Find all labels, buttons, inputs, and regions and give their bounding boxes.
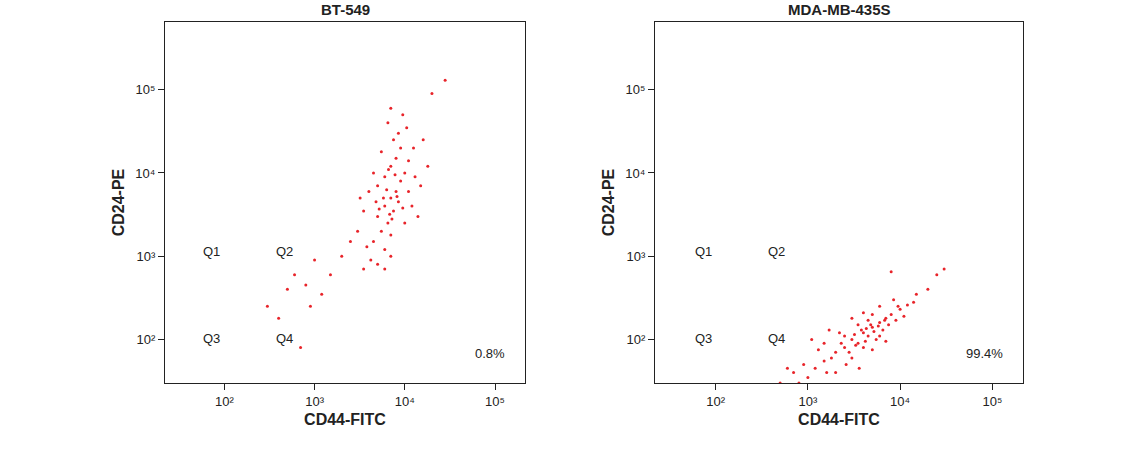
svg-text:0.8%: 0.8%: [475, 346, 505, 361]
svg-text:Q4: Q4: [768, 331, 785, 346]
svg-text:10²: 10²: [137, 332, 156, 347]
svg-text:10⁵: 10⁵: [136, 82, 156, 97]
svg-text:10⁴: 10⁴: [625, 165, 645, 180]
svg-text:99.4%: 99.4%: [966, 346, 1003, 361]
svg-text:Q3: Q3: [203, 331, 220, 346]
svg-text:CD24-PE: CD24-PE: [110, 168, 127, 236]
svg-text:10³: 10³: [137, 249, 156, 264]
svg-text:10⁴: 10⁴: [890, 394, 910, 409]
svg-text:10³: 10³: [798, 394, 817, 409]
svg-text:CD24-PE: CD24-PE: [600, 168, 617, 236]
svg-text:10⁵: 10⁵: [982, 394, 1002, 409]
svg-text:10³: 10³: [305, 394, 324, 409]
svg-text:10³: 10³: [627, 249, 646, 264]
svg-text:10⁵: 10⁵: [626, 82, 646, 97]
svg-text:Q2: Q2: [768, 244, 785, 259]
svg-text:Q3: Q3: [695, 331, 712, 346]
svg-text:10⁴: 10⁴: [135, 165, 155, 180]
svg-text:10²: 10²: [706, 394, 725, 409]
svg-text:Q1: Q1: [203, 244, 220, 259]
svg-text:MDA-MB-435S: MDA-MB-435S: [788, 1, 891, 18]
svg-text:CD44-FITC: CD44-FITC: [798, 411, 880, 428]
svg-text:Q1: Q1: [695, 244, 712, 259]
svg-text:10²: 10²: [215, 394, 234, 409]
svg-text:CD44-FITC: CD44-FITC: [304, 411, 386, 428]
svg-text:10⁴: 10⁴: [395, 394, 415, 409]
svg-text:BT-549: BT-549: [321, 1, 370, 18]
svg-text:Q4: Q4: [276, 331, 293, 346]
svg-text:10⁵: 10⁵: [485, 394, 505, 409]
svg-text:10²: 10²: [627, 332, 646, 347]
svg-text:Q2: Q2: [276, 244, 293, 259]
